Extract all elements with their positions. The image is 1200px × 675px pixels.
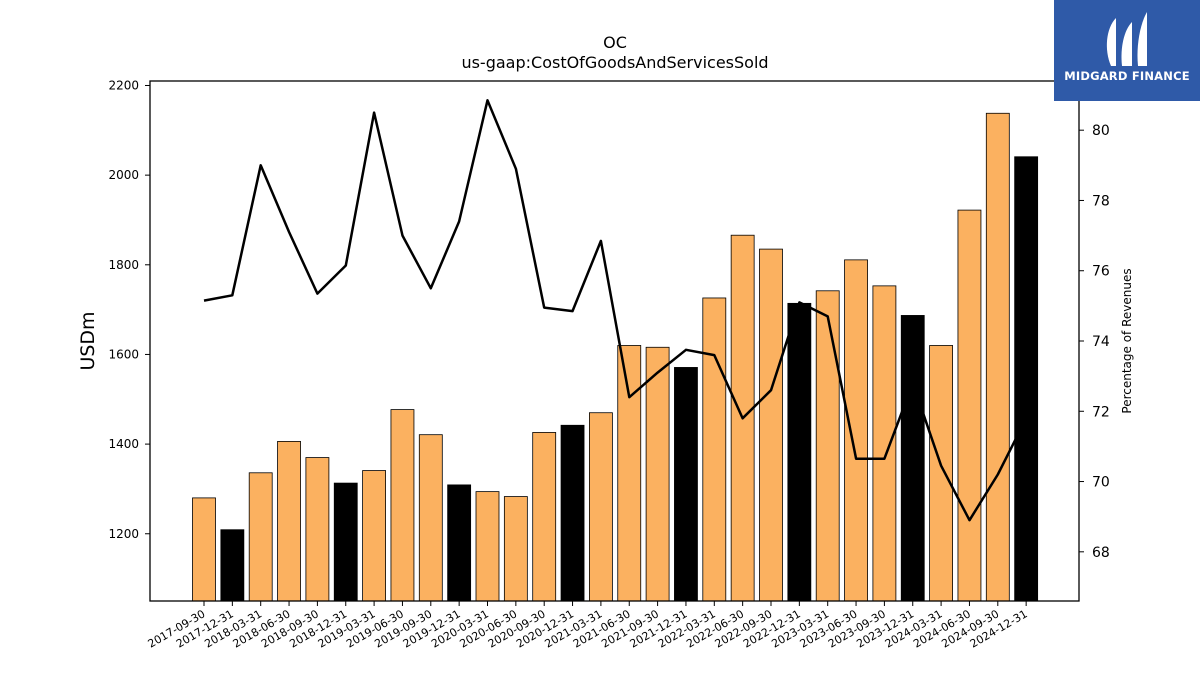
- y-tick-label: 2000: [108, 168, 139, 182]
- bar-2020-06-30: [503, 496, 528, 602]
- bar-2023-09-30: [872, 285, 897, 602]
- bar-2024-06-30: [957, 209, 982, 602]
- y2-tick-label: 70: [1092, 475, 1110, 491]
- y-tick-label: 1800: [108, 258, 139, 272]
- bar-2018-03-31: [248, 472, 273, 602]
- bar-2022-09-30: [759, 248, 783, 602]
- bar-2021-12-31: [674, 367, 698, 602]
- line-series: [203, 99, 1028, 522]
- y-axis-label: USDm: [77, 311, 99, 370]
- bar-2020-12-31: [560, 424, 585, 602]
- y2-tick-label: 76: [1092, 264, 1110, 280]
- logo-text: MIDGARD FINANCE: [1064, 69, 1190, 83]
- bar-2024-03-31: [929, 345, 953, 602]
- chart-title: OC: [603, 33, 627, 52]
- percentage-line: [203, 99, 1028, 522]
- y-tick-label: 1200: [108, 527, 139, 541]
- bar-2019-03-31: [362, 470, 387, 602]
- y2-tick-label: 74: [1092, 334, 1110, 350]
- y2-tick-label: 78: [1092, 193, 1110, 209]
- bar-2020-09-30: [532, 432, 557, 602]
- bar-2023-12-31: [900, 315, 925, 602]
- bar-2019-12-31: [447, 484, 472, 602]
- midgard-finance-logo: MIDGARD FINANCE: [1054, 0, 1200, 101]
- y-tick-label: 2200: [108, 78, 139, 92]
- logo-mark-icon: [1106, 12, 1147, 66]
- bar-2022-03-31: [702, 297, 727, 602]
- bar-series: [192, 112, 1039, 602]
- y-tick-label: 1400: [108, 437, 139, 451]
- bar-2021-09-30: [645, 346, 670, 602]
- y2-axis-label: Percentage of Revenues: [1120, 268, 1134, 413]
- bar-2022-12-31: [787, 302, 812, 602]
- bar-2023-03-31: [815, 290, 840, 602]
- bar-2024-12-31: [1014, 156, 1039, 602]
- bar-2018-12-31: [333, 482, 358, 602]
- bar-2019-06-30: [390, 409, 415, 602]
- y-axis-right: 68 70 72 74 76 78 80: [1079, 123, 1110, 561]
- bar-2018-09-30: [305, 457, 330, 602]
- y-axis-left: 1200 1400 1600 1800 2000 2200: [108, 78, 150, 541]
- chart-subtitle: us-gaap:CostOfGoodsAndServicesSold: [461, 53, 768, 72]
- bar-2024-09-30: [985, 112, 1010, 602]
- bar-2018-06-30: [277, 441, 301, 602]
- bar-2021-03-31: [589, 412, 613, 602]
- y2-tick-label: 72: [1092, 404, 1110, 420]
- x-axis: 2017-09-302017-12-312018-03-312018-06-30…: [146, 601, 1030, 651]
- bar-2017-09-30: [192, 497, 216, 602]
- bar-2020-03-31: [475, 491, 500, 602]
- y2-tick-label: 80: [1092, 123, 1110, 139]
- y2-tick-label: 68: [1092, 545, 1110, 561]
- bar-2019-09-30: [418, 434, 443, 602]
- bar-2021-06-30: [617, 345, 642, 602]
- bar-2023-06-30: [844, 259, 868, 602]
- bar-2017-12-31: [220, 529, 245, 602]
- y-tick-label: 1600: [108, 347, 139, 361]
